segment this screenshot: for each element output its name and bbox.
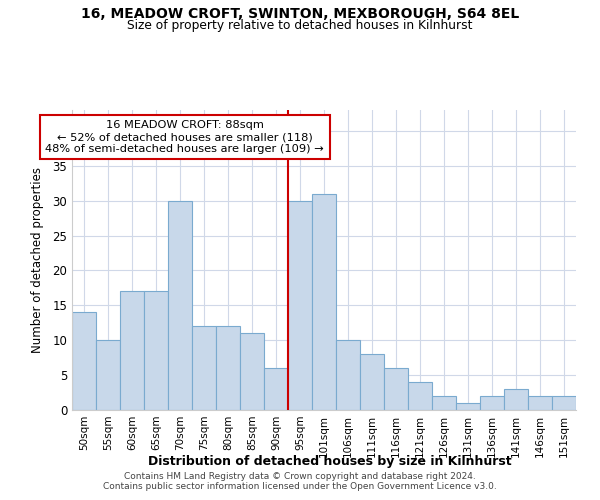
- Bar: [168, 200, 192, 410]
- Text: 16, MEADOW CROFT, SWINTON, MEXBOROUGH, S64 8EL: 16, MEADOW CROFT, SWINTON, MEXBOROUGH, S…: [81, 8, 519, 22]
- Text: Size of property relative to detached houses in Kilnhurst: Size of property relative to detached ho…: [127, 19, 473, 32]
- Bar: [288, 200, 312, 410]
- Bar: [216, 326, 240, 410]
- Bar: [528, 396, 552, 410]
- Bar: [144, 292, 168, 410]
- Text: Contains HM Land Registry data © Crown copyright and database right 2024.: Contains HM Land Registry data © Crown c…: [124, 472, 476, 481]
- Bar: [72, 312, 96, 410]
- Bar: [240, 334, 264, 410]
- Bar: [96, 340, 120, 410]
- Bar: [432, 396, 456, 410]
- Bar: [192, 326, 216, 410]
- Bar: [456, 403, 480, 410]
- Bar: [504, 389, 528, 410]
- Text: Distribution of detached houses by size in Kilnhurst: Distribution of detached houses by size …: [148, 455, 512, 468]
- Bar: [360, 354, 384, 410]
- Text: Contains public sector information licensed under the Open Government Licence v3: Contains public sector information licen…: [103, 482, 497, 491]
- Bar: [120, 292, 144, 410]
- Y-axis label: Number of detached properties: Number of detached properties: [31, 167, 44, 353]
- Bar: [480, 396, 504, 410]
- Bar: [384, 368, 408, 410]
- Bar: [552, 396, 576, 410]
- Bar: [336, 340, 360, 410]
- Bar: [312, 194, 336, 410]
- Text: 16 MEADOW CROFT: 88sqm
← 52% of detached houses are smaller (118)
48% of semi-de: 16 MEADOW CROFT: 88sqm ← 52% of detached…: [46, 120, 324, 154]
- Bar: [408, 382, 432, 410]
- Bar: [264, 368, 288, 410]
